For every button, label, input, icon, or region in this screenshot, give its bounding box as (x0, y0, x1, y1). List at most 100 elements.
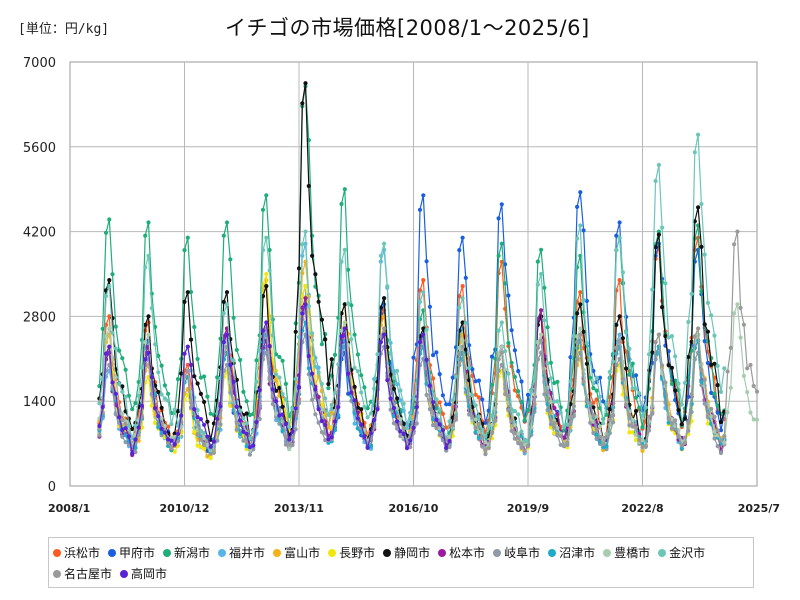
data-point (460, 320, 465, 325)
data-point (565, 440, 570, 445)
legend-marker (273, 549, 282, 557)
data-point (241, 422, 246, 427)
data-point (588, 414, 593, 419)
data-point (584, 361, 590, 366)
data-point (332, 352, 338, 357)
data-point (496, 357, 501, 362)
data-point (316, 370, 321, 375)
data-point (548, 360, 554, 365)
data-point (568, 355, 573, 360)
data-point (506, 371, 511, 376)
data-point (185, 368, 190, 373)
data-point (123, 440, 128, 445)
data-point (198, 391, 203, 396)
data-point (637, 405, 642, 410)
data-point (483, 440, 488, 445)
data-point (234, 347, 239, 353)
data-point (188, 289, 194, 295)
data-point (362, 404, 367, 409)
data-point (306, 366, 311, 371)
data-point (516, 389, 521, 394)
data-point (483, 433, 488, 439)
legend-label: 甲府市 (119, 546, 156, 560)
data-point (401, 421, 406, 426)
data-point (682, 440, 688, 445)
data-point (519, 379, 524, 384)
data-point (97, 423, 102, 429)
data-point (440, 428, 445, 433)
data-point (313, 412, 318, 417)
data-point (346, 267, 351, 272)
data-point (427, 407, 432, 412)
data-point (601, 442, 606, 447)
data-point (215, 438, 220, 443)
data-point (470, 393, 475, 398)
data-point (591, 413, 596, 418)
data-point (166, 398, 171, 403)
data-point (512, 374, 518, 379)
data-point (617, 278, 622, 283)
data-point (542, 285, 547, 290)
data-point (535, 345, 540, 350)
data-point (431, 423, 436, 428)
data-point (355, 426, 360, 431)
data-point (411, 395, 416, 400)
data-point (126, 423, 131, 428)
data-point (202, 399, 207, 405)
data-point (257, 387, 262, 393)
legend-marker (163, 549, 172, 557)
data-point (689, 291, 694, 296)
data-point (633, 425, 639, 430)
data-point (300, 101, 305, 106)
data-point (162, 423, 167, 429)
data-point (506, 393, 511, 398)
data-point (745, 390, 750, 395)
data-point (417, 299, 423, 304)
data-point (630, 430, 635, 435)
data-point (231, 315, 236, 320)
data-point (476, 429, 481, 435)
data-point (283, 434, 288, 439)
data-point (175, 409, 181, 414)
data-point (146, 220, 151, 225)
data-point (175, 443, 181, 448)
legend-label: 沼津市 (559, 546, 596, 560)
data-point (669, 365, 675, 370)
data-point (561, 435, 567, 440)
data-point (159, 430, 164, 435)
data-point (522, 449, 527, 454)
data-point (561, 428, 567, 433)
data-point (453, 414, 459, 419)
data-point (679, 402, 684, 407)
data-point (179, 356, 184, 361)
data-point (175, 377, 181, 382)
data-point (342, 302, 347, 307)
data-point (489, 422, 495, 427)
data-point (290, 406, 295, 411)
data-point (195, 443, 200, 448)
data-point (195, 415, 200, 420)
y-tick-label: 0 (48, 480, 56, 495)
series-layer (97, 81, 760, 461)
data-point (375, 407, 380, 412)
data-point (185, 393, 190, 398)
data-point (712, 333, 717, 338)
data-point (699, 244, 704, 249)
data-point (113, 412, 118, 417)
data-point (159, 363, 164, 368)
data-point (172, 431, 177, 436)
data-point (493, 418, 498, 424)
data-point (218, 404, 223, 409)
legend-marker (218, 549, 227, 557)
data-point (336, 405, 341, 410)
data-point (640, 448, 645, 453)
legend-marker (493, 549, 502, 557)
data-point (234, 421, 239, 426)
data-point (597, 434, 603, 439)
data-point (512, 436, 518, 441)
data-point (202, 374, 207, 379)
data-point (205, 434, 210, 439)
data-point (463, 375, 468, 380)
data-point (705, 360, 711, 366)
data-point (630, 386, 635, 391)
